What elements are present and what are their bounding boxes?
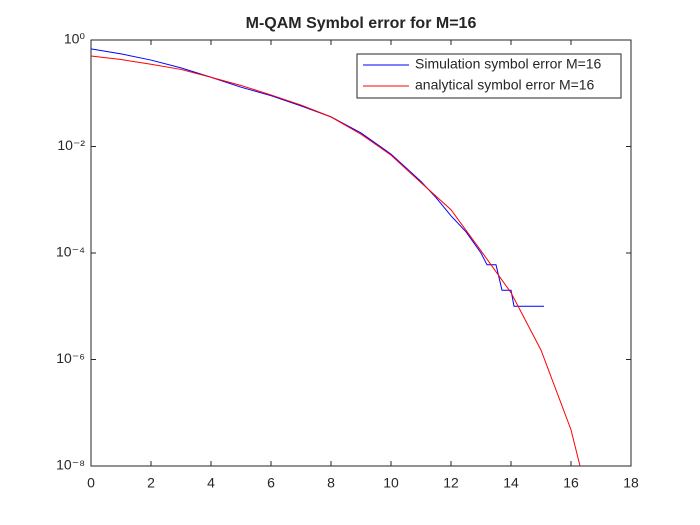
plot-area: [90, 39, 632, 467]
y-tick-label: 10⁻²: [57, 137, 85, 153]
legend-label: Simulation symbol error M=16: [415, 56, 602, 72]
x-tick-label: 16: [563, 475, 579, 491]
y-tick-label: 10⁻⁸: [56, 457, 85, 473]
y-tick-label: 10⁰: [64, 31, 86, 47]
y-tick-label: 10⁻⁶: [56, 350, 85, 366]
x-tick-label: 8: [327, 475, 335, 491]
x-tick-label: 14: [503, 475, 519, 491]
x-tick-label: 18: [623, 475, 639, 491]
plot-lines: [91, 48, 581, 466]
y-tick-label: 10⁻⁴: [56, 244, 85, 260]
series-line: [91, 55, 581, 466]
chart-title: M-QAM Symbol error for M=16: [246, 15, 477, 32]
x-tick-label: 0: [87, 475, 95, 491]
x-tick-label: 12: [443, 475, 459, 491]
x-tick-label: 4: [207, 475, 215, 491]
x-tick-label: 6: [267, 475, 275, 491]
x-tick-label: 10: [383, 475, 399, 491]
x-tick-label: 2: [147, 475, 155, 491]
legend-box: [356, 53, 622, 99]
legend-label: analytical symbol error M=16: [415, 77, 595, 93]
